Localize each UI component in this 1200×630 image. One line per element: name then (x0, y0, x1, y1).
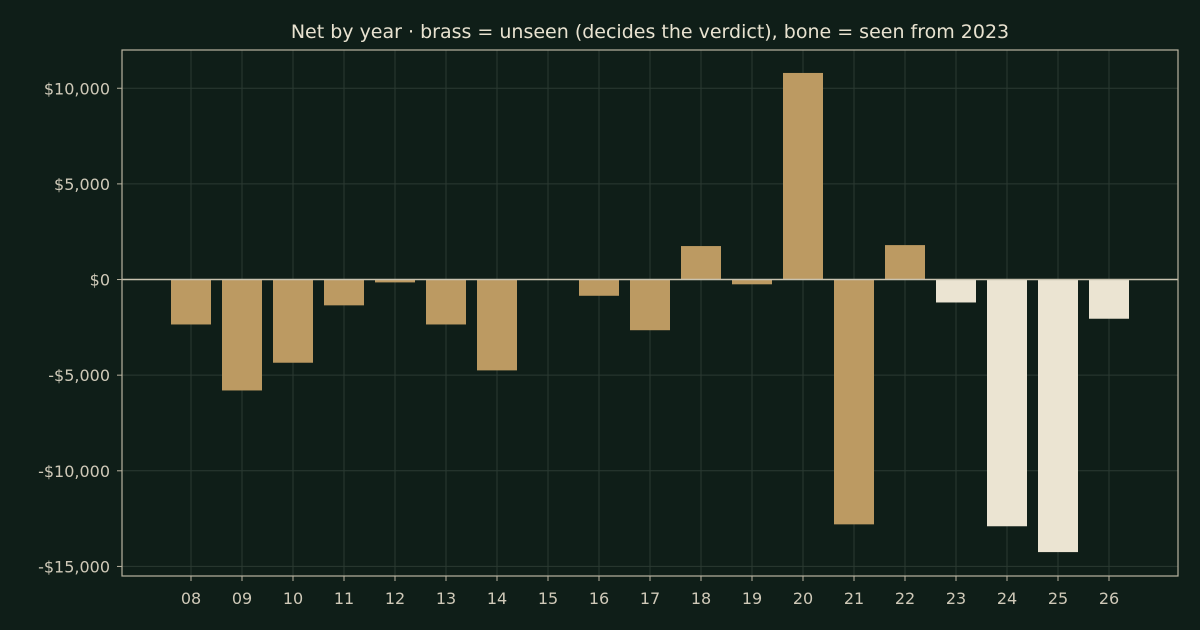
x-tick-label: 19 (742, 589, 762, 608)
bar-24 (987, 279, 1027, 527)
y-tick-label: $5,000 (54, 175, 110, 194)
bar-20 (783, 72, 823, 280)
bars (171, 72, 1129, 553)
bar-21 (834, 279, 874, 525)
x-axis: 08 09 10 11 12 13 14 15 16 17 18 19 20 21 22 23 24 25 26 (181, 576, 1119, 608)
x-tick-label: 22 (895, 589, 915, 608)
x-tick-label: 18 (691, 589, 711, 608)
y-tick-label: -$15,000 (38, 557, 110, 576)
x-tick-label: 13 (436, 589, 456, 608)
x-tick-label: 12 (385, 589, 405, 608)
x-tick-label: 15 (538, 589, 558, 608)
chart-title: Net by year · brass = unseen (decides th… (291, 21, 1009, 43)
x-tick-label: 26 (1099, 589, 1119, 608)
x-tick-label: 21 (844, 589, 864, 608)
bar-25 (1038, 279, 1078, 553)
bar-10 (273, 279, 313, 363)
bar-16 (579, 279, 619, 296)
bar-08 (171, 279, 211, 325)
bar-11 (324, 279, 364, 306)
bar-19 (732, 279, 772, 285)
y-tick-label: -$5,000 (48, 366, 110, 385)
x-tick-label: 11 (334, 589, 354, 608)
x-tick-label: 08 (181, 589, 201, 608)
bar-18 (681, 246, 721, 280)
x-tick-label: 14 (487, 589, 507, 608)
x-tick-label: 23 (946, 589, 966, 608)
y-tick-label: -$10,000 (38, 462, 110, 481)
bar-23 (936, 279, 976, 303)
x-tick-label: 25 (1048, 589, 1068, 608)
x-tick-label: 09 (232, 589, 252, 608)
x-tick-label: 10 (283, 589, 303, 608)
bar-17 (630, 279, 670, 331)
x-tick-label: 20 (793, 589, 813, 608)
y-tick-label: $10,000 (44, 79, 110, 98)
y-tick-label: $0 (90, 271, 110, 290)
x-tick-label: 17 (640, 589, 660, 608)
x-tick-label: 24 (997, 589, 1017, 608)
bar-22 (885, 245, 925, 280)
bar-09 (222, 279, 262, 391)
y-axis: $10,000 $5,000 $0 -$5,000 -$10,000 -$15,000 (38, 79, 122, 576)
x-tick-label: 16 (589, 589, 609, 608)
bar-12 (375, 279, 415, 283)
bar-26 (1089, 279, 1129, 319)
bar-13 (426, 279, 466, 325)
bar-14 (477, 279, 517, 371)
